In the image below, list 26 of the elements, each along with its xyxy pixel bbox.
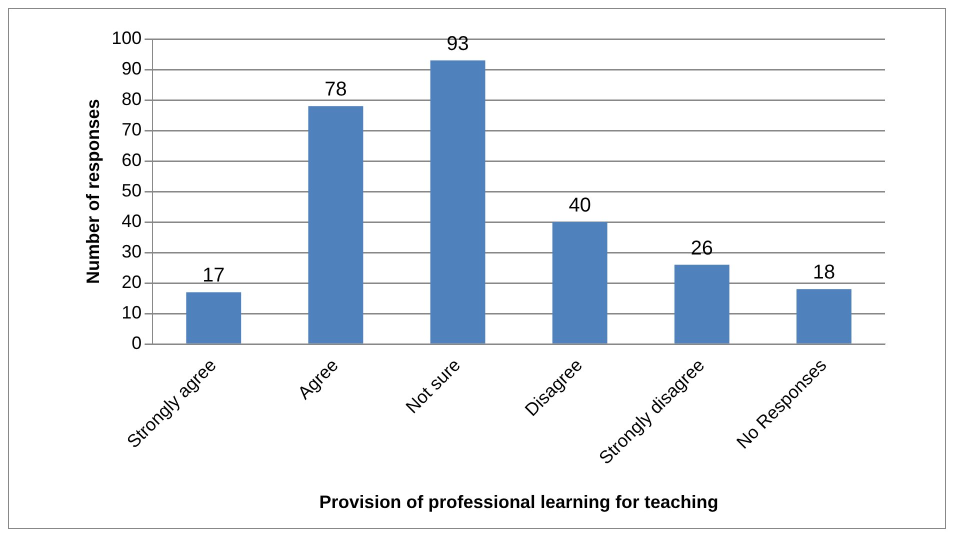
y-axis-title: Number of responses <box>82 99 103 284</box>
x-axis-title: Provision of professional learning for teaching <box>319 492 718 512</box>
y-tick-label: 0 <box>132 333 142 354</box>
y-tick-label: 20 <box>122 272 142 292</box>
bar <box>552 222 608 344</box>
bar <box>674 264 730 344</box>
data-label: 17 <box>202 264 225 287</box>
data-label: 26 <box>690 237 714 260</box>
y-tick-label: 70 <box>122 119 142 140</box>
y-tick-label: 80 <box>122 88 142 109</box>
x-tick-label: Not sure <box>402 354 464 418</box>
y-tick-label: 50 <box>122 180 142 201</box>
y-tick-label: 40 <box>122 211 142 232</box>
data-label: 93 <box>446 32 469 55</box>
y-tick-label: 60 <box>122 150 142 170</box>
bar <box>308 106 364 344</box>
bar <box>796 289 852 344</box>
data-label: 78 <box>324 78 347 101</box>
y-tick-label: 100 <box>112 28 142 48</box>
y-tick-label: 30 <box>122 242 142 262</box>
bar <box>186 292 242 344</box>
data-label: 40 <box>568 194 591 217</box>
data-label: 18 <box>812 262 836 284</box>
y-tick-label: 10 <box>122 302 142 323</box>
y-tick-label: 90 <box>122 58 142 78</box>
bar <box>430 60 486 344</box>
